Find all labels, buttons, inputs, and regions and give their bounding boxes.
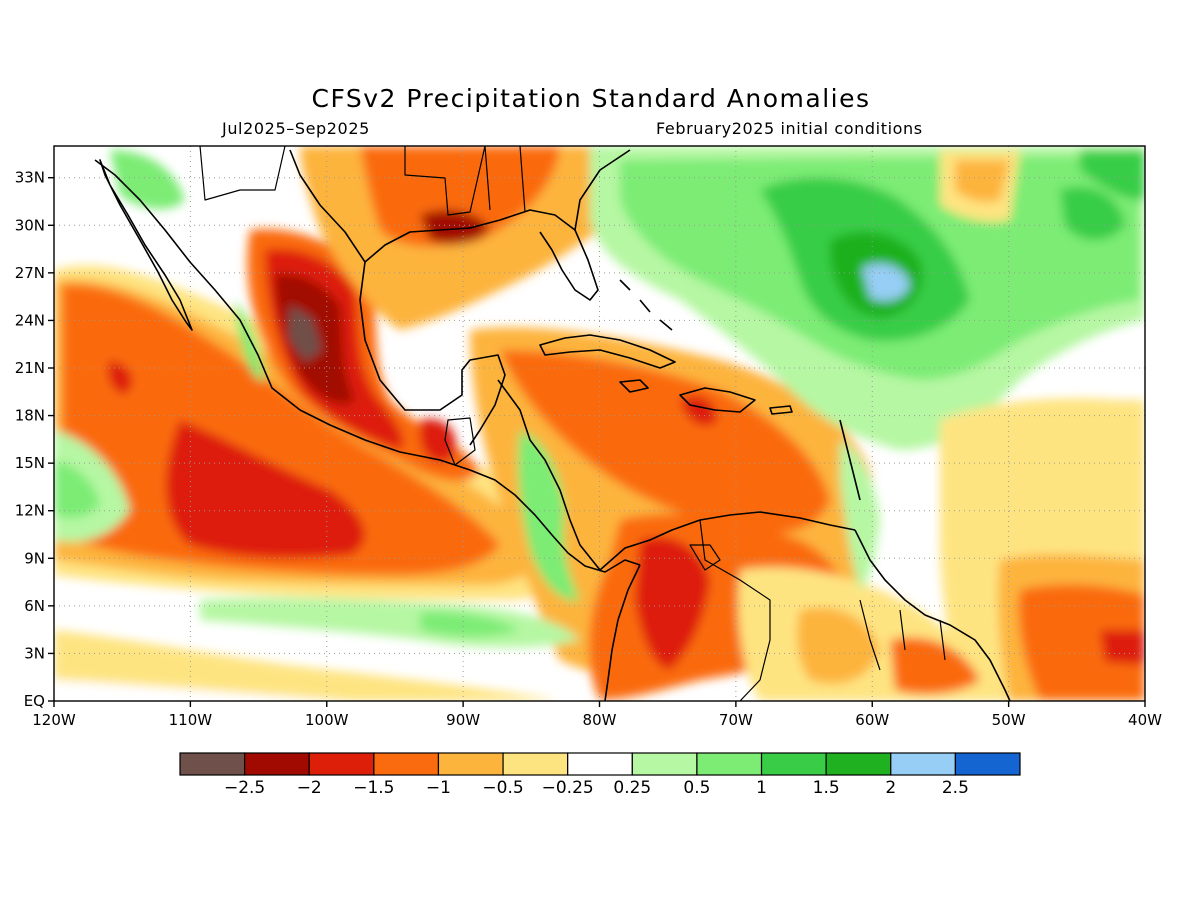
anomaly-field <box>54 146 1145 701</box>
colorbar-label: 0.25 <box>613 778 651 798</box>
lon-tick-label: 120W <box>32 711 76 729</box>
colorbar-swatch <box>437 752 504 776</box>
graticule <box>54 146 1145 701</box>
lon-tick-label: 100W <box>305 711 349 729</box>
lat-tick-label: 15N <box>15 454 45 472</box>
lat-tick-label: 18N <box>15 407 45 425</box>
map-title: CFSv2 Precipitation Standard Anomalies <box>311 84 871 113</box>
lat-tick-label: 12N <box>15 502 45 520</box>
lat-tick-label: 27N <box>15 264 45 282</box>
lat-tick-label: 33N <box>15 169 45 187</box>
colorbar-swatch <box>244 752 310 776</box>
colorbar: −2.5 −2 −1.5 −1 −0.5 −0.25 0.25 0.5 1 1.5 2 2.5 <box>179 752 1021 798</box>
lon-tick-label: 40W <box>1128 711 1162 729</box>
coastlines <box>94 146 1011 701</box>
colorbar-label: 1 <box>756 778 767 798</box>
colorbar-swatch <box>502 752 569 776</box>
lat-tick-label: 24N <box>15 311 45 329</box>
colorbar-swatch <box>954 752 1021 776</box>
colorbar-label: −2 <box>297 778 322 798</box>
colorbar-swatch <box>373 752 440 776</box>
colorbar-swatch <box>308 752 375 776</box>
colorbar-label: −2.5 <box>224 778 265 798</box>
lon-tick-label: 50W <box>992 711 1026 729</box>
lon-tick-label: 110W <box>169 711 213 729</box>
lat-tick-label: 21N <box>15 359 45 377</box>
axes: 120W 110W 100W 90W 80W 70W 60W 50W 40W EQ 3N 6N 9N 12… <box>15 169 1162 729</box>
colorbar-label: −1 <box>426 778 451 798</box>
initial-conditions: February2025 initial conditions <box>656 119 923 138</box>
colorbar-label: −1.5 <box>353 778 394 798</box>
colorbar-label: −0.5 <box>482 778 523 798</box>
colorbar-label: −0.25 <box>542 778 594 798</box>
colorbar-swatch <box>696 752 763 776</box>
lon-tick-label: 70W <box>719 711 753 729</box>
colorbar-label: 1.5 <box>813 778 840 798</box>
colorbar-label: 2.5 <box>942 778 969 798</box>
lon-tick-label: 90W <box>446 711 480 729</box>
colorbar-swatch <box>890 752 956 776</box>
colorbar-swatch <box>567 752 633 776</box>
colorbar-label: 0.5 <box>683 778 710 798</box>
lat-tick-label: 9N <box>24 549 45 567</box>
colorbar-label: 2 <box>885 778 896 798</box>
lat-tick-label: 6N <box>24 597 45 615</box>
lon-tick-label: 60W <box>855 711 889 729</box>
lat-tick-label: 3N <box>24 644 45 662</box>
forecast-period: Jul2025–Sep2025 <box>222 119 370 138</box>
colorbar-swatch <box>760 752 827 776</box>
colorbar-swatch <box>179 752 246 776</box>
lat-tick-label: EQ <box>24 692 45 710</box>
colorbar-swatch <box>631 752 698 776</box>
lon-tick-label: 80W <box>583 711 617 729</box>
lat-tick-label: 30N <box>15 216 45 234</box>
colorbar-swatch <box>825 752 892 776</box>
